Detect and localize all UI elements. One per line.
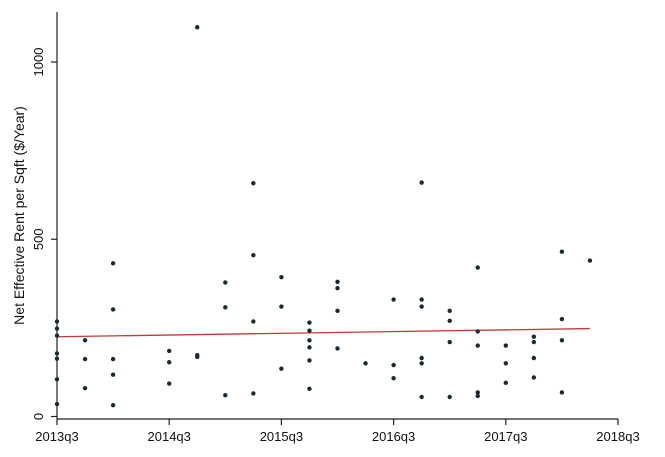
data-point [475,329,480,334]
x-tick-label: 2017q3 [484,429,527,444]
data-point [503,343,508,348]
data-point [307,345,312,350]
data-point [110,372,116,377]
data-point [419,394,424,400]
y-axis-title: Net Effective Rent per Sqft ($/Year) [11,106,27,325]
data-point [167,360,172,365]
data-point [391,376,396,381]
data-point [559,390,565,395]
data-point [559,316,565,322]
data-point [335,279,340,284]
data-point [307,328,312,333]
data-point [531,339,537,345]
x-tick-label: 2018q3 [596,429,639,444]
data-point [307,386,312,392]
data-point [363,361,368,366]
data-point [223,280,228,285]
x-tick-label: 2016q3 [372,429,415,444]
data-point [54,326,60,331]
data-point [559,338,565,343]
data-point [447,308,452,314]
axes: 2013q3 2014q3 2015q3 2016q3 2017q3 2018q3 0 500… [31,12,640,444]
data-point [54,333,60,338]
data-points [54,25,593,408]
data-point [307,358,312,363]
data-point [419,297,424,302]
data-point [503,380,508,386]
data-point [559,249,565,254]
data-point [279,304,284,309]
data-point [110,261,116,266]
data-point [110,402,116,408]
data-point [167,381,172,386]
data-point [419,304,424,309]
data-point [531,355,537,361]
data-point [54,377,60,382]
data-point [110,356,116,362]
data-point [475,265,480,270]
data-point [531,375,537,380]
data-point [279,366,284,371]
data-point [54,356,60,361]
fit-line [56,327,590,338]
x-tick-label: 2013q3 [35,429,78,444]
data-point [447,318,452,323]
data-point [391,362,396,368]
data-point [251,253,256,258]
data-point [54,351,60,356]
data-point [251,181,256,186]
data-point [447,339,452,345]
data-point [419,361,424,366]
data-point [251,391,256,396]
data-point [419,180,424,185]
data-point [503,361,508,366]
y-tick-label: 1000 [31,48,46,77]
data-point [251,319,256,324]
y-tick-label: 500 [31,228,46,250]
x-tick-label: 2015q3 [260,429,303,444]
y-tick-label: 0 [31,413,46,420]
data-point [587,258,593,263]
data-point [475,390,480,395]
data-point [195,354,200,360]
data-point [475,393,480,399]
data-point [167,348,172,354]
data-point [335,346,340,351]
data-point [447,394,452,400]
data-point [279,274,284,280]
data-point [54,401,60,407]
data-point [54,319,60,324]
data-point [391,297,396,302]
data-point [110,307,116,312]
fit-line-group [56,327,590,338]
data-point [82,338,88,343]
data-point [82,385,88,391]
data-point [419,355,424,361]
data-point [531,334,537,339]
data-point [307,338,312,343]
data-point [335,308,340,314]
data-point [195,25,200,30]
data-point [223,305,228,310]
data-point [475,343,480,348]
data-point [307,320,312,325]
data-point [335,285,340,291]
x-tick-label: 2014q3 [148,429,191,444]
data-point [223,393,228,398]
data-point [82,356,88,362]
